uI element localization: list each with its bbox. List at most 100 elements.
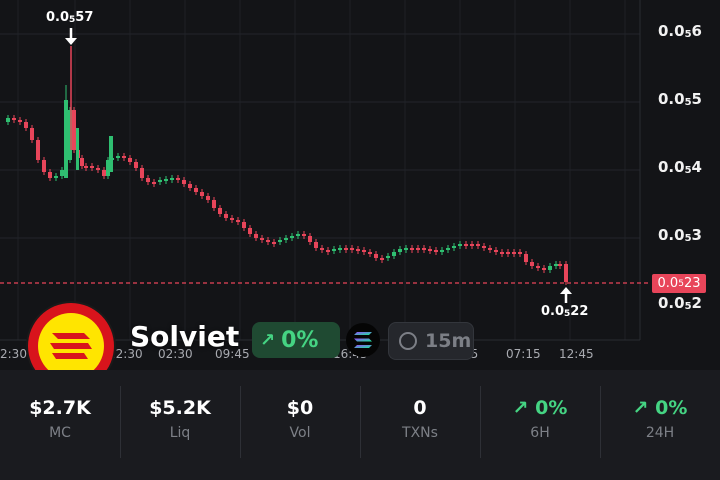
candle-body — [452, 246, 456, 248]
stat-label: MC — [49, 425, 71, 441]
candle-body — [476, 244, 480, 246]
candle-body — [176, 178, 180, 180]
stat-market-cap: $2.7K MC — [0, 358, 120, 480]
arrow-up-right-icon: ↗ — [632, 397, 656, 419]
candle-body — [76, 128, 79, 170]
candle-body — [500, 252, 504, 254]
stat-label: 6H — [530, 425, 550, 441]
interval-selector[interactable]: 15m — [388, 322, 474, 360]
candle-body — [248, 228, 252, 234]
x-tick-label: 12:30 — [108, 347, 143, 361]
candle-body — [18, 120, 22, 122]
x-tick-label: 12:45 — [559, 347, 594, 361]
y-tick-label: 0.054 — [658, 158, 702, 176]
candle-body — [374, 254, 378, 258]
candle-body — [158, 180, 162, 182]
y-tick-label: 0.056 — [658, 22, 702, 40]
candle-body — [524, 254, 528, 262]
candle-body — [398, 249, 402, 252]
candle-body — [236, 220, 240, 222]
candle-body — [518, 252, 522, 254]
solana-logo-icon — [354, 332, 372, 348]
current-price-tag: 0.0 5 23 — [652, 274, 706, 293]
arrow-up-right-icon: ↗ — [512, 397, 536, 419]
candle-body — [48, 172, 52, 178]
candle-body — [404, 248, 408, 250]
candle-body — [416, 248, 420, 250]
candle-body — [230, 218, 234, 220]
candle-body — [164, 179, 168, 181]
candle-body — [506, 252, 510, 254]
candle-body — [536, 266, 540, 268]
price-change-value: 0% — [281, 327, 319, 353]
candlestick-chart[interactable] — [0, 0, 720, 370]
candle-body — [36, 140, 40, 160]
candle-body — [140, 168, 144, 178]
candle-body — [122, 156, 126, 158]
low-marker-arrow-head — [560, 287, 572, 294]
candle-body — [42, 160, 46, 172]
candle-body — [530, 262, 534, 266]
candle-body — [350, 248, 354, 250]
candle-body — [102, 170, 106, 176]
candle-body — [116, 156, 120, 158]
candle-body — [296, 234, 300, 236]
candle-body — [494, 250, 498, 252]
candle-body — [254, 234, 258, 238]
price-chart[interactable]: 0.056 0.055 0.054 0.053 0.052 2:30 12:30… — [0, 0, 720, 370]
candle-body — [290, 236, 294, 238]
candle-body — [72, 110, 76, 150]
candle-body — [554, 264, 558, 266]
candle-body — [278, 240, 282, 242]
y-tick-label: 0.052 — [658, 294, 702, 312]
candle-body — [422, 248, 426, 250]
x-tick-label: 07:15 — [506, 347, 541, 361]
candle-body — [68, 110, 72, 160]
candle-body — [224, 214, 228, 218]
candle-body — [54, 176, 58, 178]
candle-body — [146, 178, 150, 182]
candle-body — [314, 242, 318, 248]
interval-value: 15m — [425, 330, 472, 352]
x-tick-label: 2:30 — [0, 347, 27, 361]
candle-body — [512, 252, 516, 254]
candle-body — [320, 248, 324, 250]
price-change-pill[interactable]: ↗ 0% — [252, 322, 340, 358]
y-tick-label: 0.055 — [658, 90, 702, 108]
candle-body — [542, 268, 546, 270]
candle-body — [24, 122, 28, 128]
candle-body — [338, 248, 342, 250]
low-price-label: 0.0522 — [541, 304, 589, 319]
candle-body — [368, 252, 372, 254]
stat-value: 0 — [413, 397, 427, 419]
stat-label: 24H — [645, 425, 675, 441]
clock-icon — [399, 332, 417, 350]
x-tick-label: 09:45 — [215, 347, 250, 361]
candle-body — [194, 188, 198, 192]
candle-body — [272, 242, 276, 244]
stat-value: $5.2K — [149, 397, 211, 419]
candle-body — [464, 244, 468, 246]
stat-value: $2.7K — [29, 397, 91, 419]
candle-body — [564, 264, 568, 282]
stat-value: ↗ 0% — [512, 397, 568, 419]
candle-body — [218, 208, 222, 214]
stat-label: Vol — [289, 425, 311, 441]
candle-body — [242, 222, 246, 228]
candle-body — [302, 234, 306, 236]
candle-body — [284, 238, 288, 240]
candle-body — [266, 240, 270, 242]
candle-body — [128, 158, 132, 162]
candle-body — [152, 182, 156, 184]
candle-body — [170, 178, 174, 180]
candle-body — [80, 158, 84, 166]
candle-body — [392, 252, 396, 256]
hammer-sickle-stripes-icon — [50, 333, 92, 359]
candle-body — [386, 256, 390, 258]
candle-body — [188, 184, 192, 188]
candle-body — [548, 266, 552, 270]
candle-body — [326, 250, 330, 252]
stat-liquidity: $5.2K Liq — [120, 358, 240, 480]
solana-icon[interactable] — [346, 323, 380, 357]
high-price-label: 0.0557 — [46, 10, 94, 25]
